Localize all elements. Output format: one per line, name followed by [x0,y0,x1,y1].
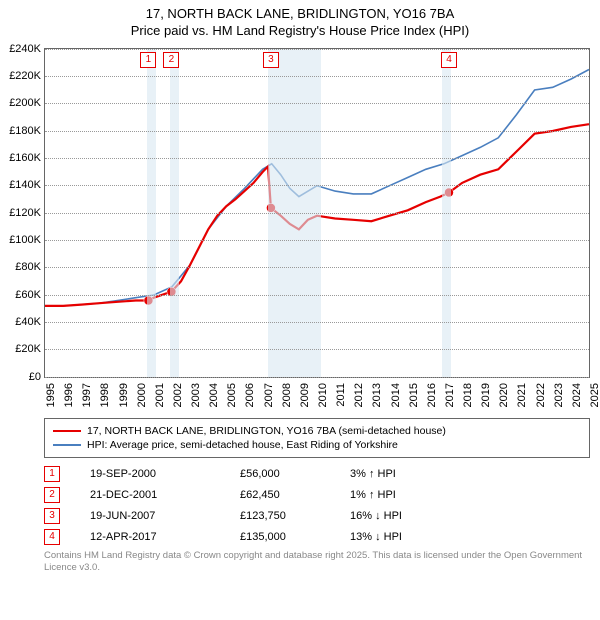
gridline [45,349,589,350]
x-axis-label: 1996 [63,381,75,407]
legend-label: HPI: Average price, semi-detached house,… [87,439,398,451]
x-axis-label: 2023 [553,381,565,407]
sales-row-marker: 3 [44,508,60,524]
y-axis-label: £60K [15,289,45,301]
x-axis-label: 2014 [390,381,402,407]
gridline [45,76,589,77]
gridline [45,103,589,104]
title-line-1: 17, NORTH BACK LANE, BRIDLINGTON, YO16 7… [0,6,600,23]
sales-row-marker: 1 [44,466,60,482]
x-axis-label: 2001 [154,381,166,407]
gridline [45,240,589,241]
x-axis-label: 2018 [462,381,474,407]
gridline [45,131,589,132]
y-axis-label: £80K [15,261,45,273]
sales-price: £135,000 [240,531,350,543]
x-axis-label: 2002 [172,381,184,407]
y-axis-label: £0 [29,371,45,383]
sales-row: 3 19-JUN-2007£123,75016% ↓ HPI [44,508,590,524]
legend-label: 17, NORTH BACK LANE, BRIDLINGTON, YO16 7… [87,425,446,437]
x-axis-label: 1997 [81,381,93,407]
x-axis-label: 2007 [263,381,275,407]
x-axis-label: 2011 [335,381,347,407]
x-axis-label: 2005 [226,381,238,407]
x-axis-label: 2015 [408,381,420,407]
legend-item: HPI: Average price, semi-detached house,… [53,439,581,451]
chart-title: 17, NORTH BACK LANE, BRIDLINGTON, YO16 7… [0,0,600,40]
title-line-2: Price paid vs. HM Land Registry's House … [0,23,600,40]
x-axis-label: 2004 [208,381,220,407]
y-axis-label: £240K [9,43,45,55]
y-axis-label: £20K [15,343,45,355]
sale-marker: 3 [263,52,279,68]
sales-date: 21-DEC-2001 [90,489,240,501]
x-axis-label: 2022 [535,381,547,407]
gridline [45,267,589,268]
gridline [45,185,589,186]
x-axis-label: 2017 [444,381,456,407]
y-axis-label: £160K [9,152,45,164]
x-axis-label: 2012 [353,381,365,407]
gridline [45,158,589,159]
x-axis-label: 1998 [99,381,111,407]
x-axis-label: 2021 [516,381,528,407]
sales-table: 119-SEP-2000£56,0003% ↑ HPI221-DEC-2001£… [44,466,590,545]
x-axis-label: 2000 [136,381,148,407]
sales-diff: 1% ↑ HPI [350,489,396,501]
x-axis-label: 2006 [244,381,256,407]
x-axis-label: 2016 [426,381,438,407]
y-axis-label: £120K [9,207,45,219]
legend-item: 17, NORTH BACK LANE, BRIDLINGTON, YO16 7… [53,425,581,437]
gridline [45,322,589,323]
sale-marker: 1 [140,52,156,68]
x-axis-label: 2024 [571,381,583,407]
gridline [45,377,589,378]
sales-row: 4 12-APR-2017£135,00013% ↓ HPI [44,529,590,545]
x-axis-label: 2008 [281,381,293,407]
legend: 17, NORTH BACK LANE, BRIDLINGTON, YO16 7… [44,418,590,458]
legend-swatch [53,444,81,446]
x-axis-label: 2025 [589,381,600,407]
sales-date: 19-SEP-2000 [90,468,240,480]
sale-marker: 2 [163,52,179,68]
x-axis-label: 2013 [371,381,383,407]
sales-price: £62,450 [240,489,350,501]
footnote: Contains HM Land Registry data © Crown c… [44,550,590,575]
y-axis-label: £100K [9,234,45,246]
gridline [45,295,589,296]
sales-diff: 16% ↓ HPI [350,510,402,522]
x-axis-label: 2020 [498,381,510,407]
sales-row: 1 19-SEP-2000£56,0003% ↑ HPI [44,466,590,482]
gridline [45,213,589,214]
x-axis-label: 2010 [317,381,329,407]
sales-row: 2 21-DEC-2001£62,4501% ↑ HPI [44,487,590,503]
sales-date: 12-APR-2017 [90,531,240,543]
sales-price: £56,000 [240,468,350,480]
sale-marker: 4 [441,52,457,68]
sales-diff: 13% ↓ HPI [350,531,402,543]
sales-date: 19-JUN-2007 [90,510,240,522]
y-axis-label: £140K [9,179,45,191]
x-axis-label: 2019 [480,381,492,407]
chart-container: { "title": { "line1": "17, NORTH BACK LA… [0,0,600,574]
gridline [45,49,589,50]
x-axis-label: 1995 [45,381,57,407]
sales-row-marker: 4 [44,529,60,545]
plot-area: £0£20K£40K£60K£80K£100K£120K£140K£160K£1… [44,48,590,378]
sales-row-marker: 2 [44,487,60,503]
y-axis-label: £200K [9,97,45,109]
y-axis-label: £40K [15,316,45,328]
x-axis-label: 1999 [118,381,130,407]
sales-diff: 3% ↑ HPI [350,468,396,480]
x-axis-label: 2009 [299,381,311,407]
x-axis-label: 2003 [190,381,202,407]
y-axis-label: £180K [9,125,45,137]
y-axis-label: £220K [9,70,45,82]
legend-swatch [53,430,81,432]
sales-price: £123,750 [240,510,350,522]
